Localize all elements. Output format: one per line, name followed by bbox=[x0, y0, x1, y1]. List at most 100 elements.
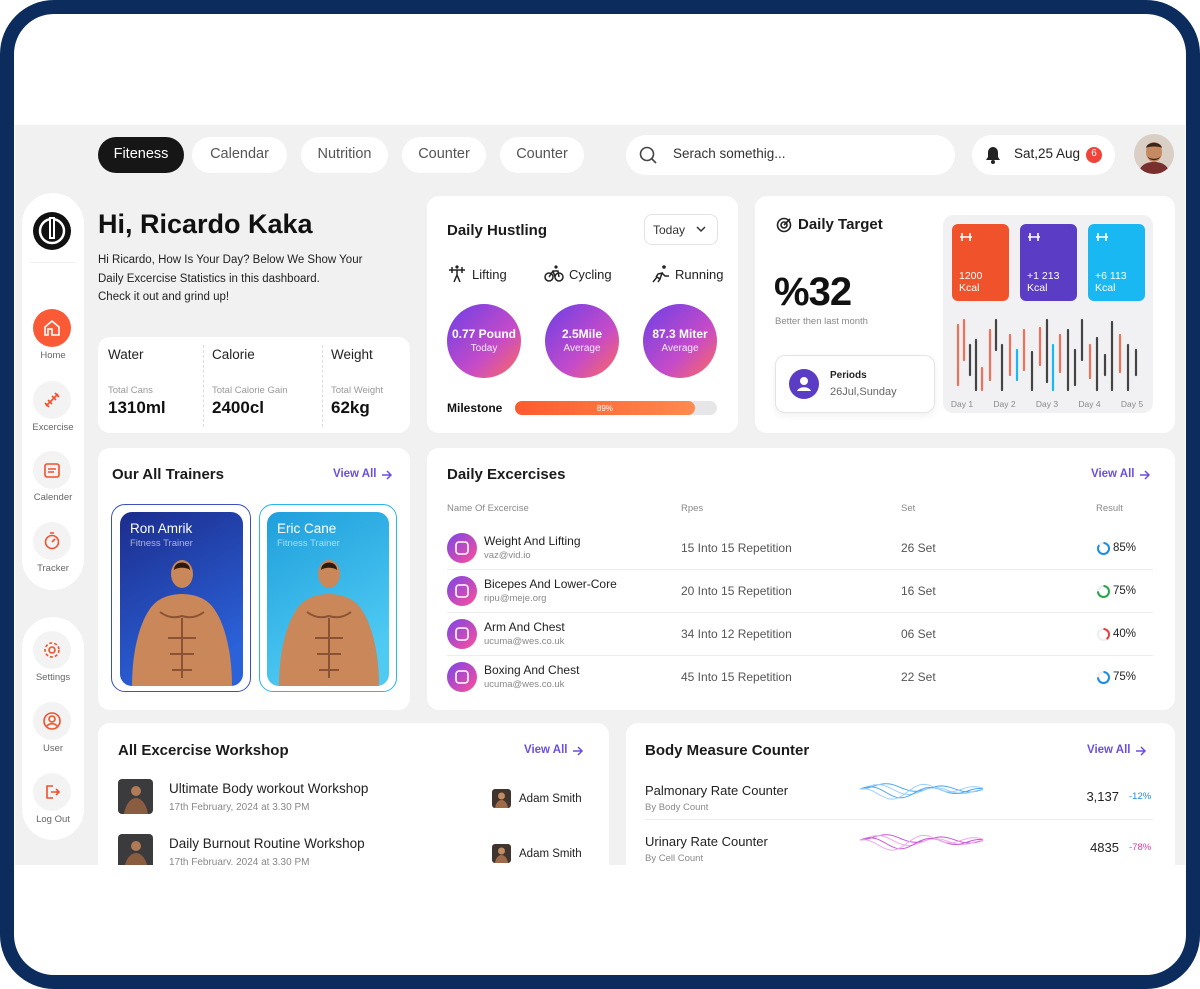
shape bbox=[696, 226, 706, 233]
trainer-avatar bbox=[492, 844, 511, 863]
nav-tab-label: Calendar bbox=[210, 146, 269, 162]
exercise-name: Arm And Chest bbox=[484, 620, 565, 634]
period-icon bbox=[789, 369, 819, 399]
shape bbox=[544, 272, 554, 282]
metric-circle bbox=[544, 303, 620, 379]
view-all[interactable]: View All bbox=[1091, 468, 1135, 480]
activity-label: Running bbox=[675, 267, 724, 282]
shape bbox=[1140, 470, 1151, 480]
exercise-set: 22 Set bbox=[901, 670, 936, 684]
shape bbox=[1097, 671, 1110, 684]
icon bbox=[118, 779, 153, 814]
icon bbox=[447, 619, 477, 649]
metric-value: 2.5Mile bbox=[561, 327, 603, 341]
shape bbox=[455, 670, 469, 684]
target-icon bbox=[776, 217, 792, 233]
row-divider bbox=[645, 819, 1153, 820]
shape bbox=[33, 451, 71, 489]
shape bbox=[455, 584, 469, 598]
column-header: Set bbox=[901, 503, 916, 514]
icon bbox=[267, 512, 389, 686]
nav-label[interactable]: Home bbox=[40, 350, 66, 361]
dropdown[interactable] bbox=[644, 214, 718, 245]
exercise-email: ucuma@wes.co.uk bbox=[484, 679, 565, 690]
target-caption: Better then last month bbox=[775, 316, 868, 327]
exercise-reps: 20 Into 15 Repetition bbox=[681, 584, 792, 598]
search-box[interactable] bbox=[626, 135, 955, 175]
shape bbox=[1028, 233, 1040, 241]
exercise-reps: 15 Into 15 Repetition bbox=[681, 541, 792, 555]
nav-tab[interactable] bbox=[500, 137, 584, 173]
day-label: Day 4 bbox=[1078, 399, 1101, 409]
workshop-title: Daily Burnout Routine Workshop bbox=[169, 836, 365, 851]
tile-unit: Kcal bbox=[959, 282, 980, 294]
exercise-name: Weight And Lifting bbox=[484, 534, 581, 548]
icon bbox=[860, 783, 984, 800]
view-all[interactable]: View All bbox=[524, 744, 568, 756]
divider bbox=[203, 345, 204, 427]
shape bbox=[860, 837, 984, 850]
exercise-icon bbox=[447, 662, 477, 692]
nav-tab[interactable] bbox=[301, 137, 388, 173]
shape bbox=[44, 642, 60, 658]
badge-count: 6 bbox=[1091, 148, 1097, 159]
nav-icon[interactable] bbox=[33, 702, 71, 740]
nav-icon[interactable] bbox=[33, 451, 71, 489]
arrow-icon bbox=[1135, 745, 1147, 757]
shape bbox=[33, 631, 71, 669]
nav-label[interactable]: User bbox=[42, 743, 64, 754]
nav-label[interactable]: Tracker bbox=[37, 563, 69, 574]
shape bbox=[652, 271, 669, 283]
shape bbox=[44, 534, 60, 550]
icon bbox=[1097, 542, 1110, 555]
icon bbox=[960, 233, 972, 241]
nav-icon[interactable] bbox=[33, 522, 71, 560]
icon bbox=[956, 318, 1138, 392]
shape bbox=[50, 532, 56, 543]
icon bbox=[33, 451, 71, 489]
icon bbox=[545, 304, 619, 378]
shape bbox=[321, 562, 337, 570]
nav-icon[interactable] bbox=[33, 381, 71, 419]
shape bbox=[44, 463, 60, 478]
nav-label[interactable]: Settings bbox=[35, 672, 71, 683]
exercise-result: 75% bbox=[1113, 585, 1137, 597]
icon bbox=[33, 309, 71, 347]
nav-label[interactable]: Log Out bbox=[36, 814, 70, 825]
nav-icon[interactable] bbox=[33, 773, 71, 811]
nav-label[interactable]: Calender bbox=[33, 492, 73, 503]
icon bbox=[860, 834, 984, 851]
search-icon bbox=[638, 145, 658, 165]
exercise-set: 16 Set bbox=[901, 584, 936, 598]
exercise-email: vaz@vid.io bbox=[484, 550, 531, 561]
shape bbox=[131, 786, 141, 796]
shape bbox=[44, 319, 60, 336]
metric-value: 87.3 Miter bbox=[652, 327, 708, 341]
nav-tab[interactable] bbox=[98, 137, 184, 173]
card-title: Daily Hustling bbox=[447, 222, 548, 239]
icon bbox=[120, 512, 243, 686]
trainer-name: Ron Amrik bbox=[130, 521, 193, 536]
metric-label: Average bbox=[563, 343, 601, 354]
shape bbox=[174, 562, 190, 570]
nav-tab[interactable] bbox=[192, 137, 287, 173]
measure-name: Palmonary Rate Counter bbox=[645, 783, 789, 798]
nav-tab-label: Counter bbox=[418, 146, 470, 162]
shape bbox=[643, 304, 717, 378]
nav-icon[interactable] bbox=[33, 309, 71, 347]
nav-icon[interactable] bbox=[33, 631, 71, 669]
result-ring bbox=[1096, 541, 1111, 556]
view-all[interactable]: View All bbox=[1087, 744, 1131, 756]
exercise-name: Boxing And Chest bbox=[484, 663, 580, 677]
arrow-icon bbox=[381, 469, 393, 481]
nav-label[interactable]: Excercise bbox=[32, 422, 74, 433]
tile-unit: Kcal bbox=[1027, 282, 1048, 294]
nav-tab[interactable] bbox=[402, 137, 486, 173]
shape bbox=[573, 746, 584, 756]
shape bbox=[120, 512, 243, 686]
exercise-icon bbox=[447, 619, 477, 649]
icon bbox=[643, 304, 717, 378]
icon bbox=[382, 470, 393, 480]
view-all[interactable]: View All bbox=[333, 468, 377, 480]
activity-icon bbox=[650, 264, 670, 284]
